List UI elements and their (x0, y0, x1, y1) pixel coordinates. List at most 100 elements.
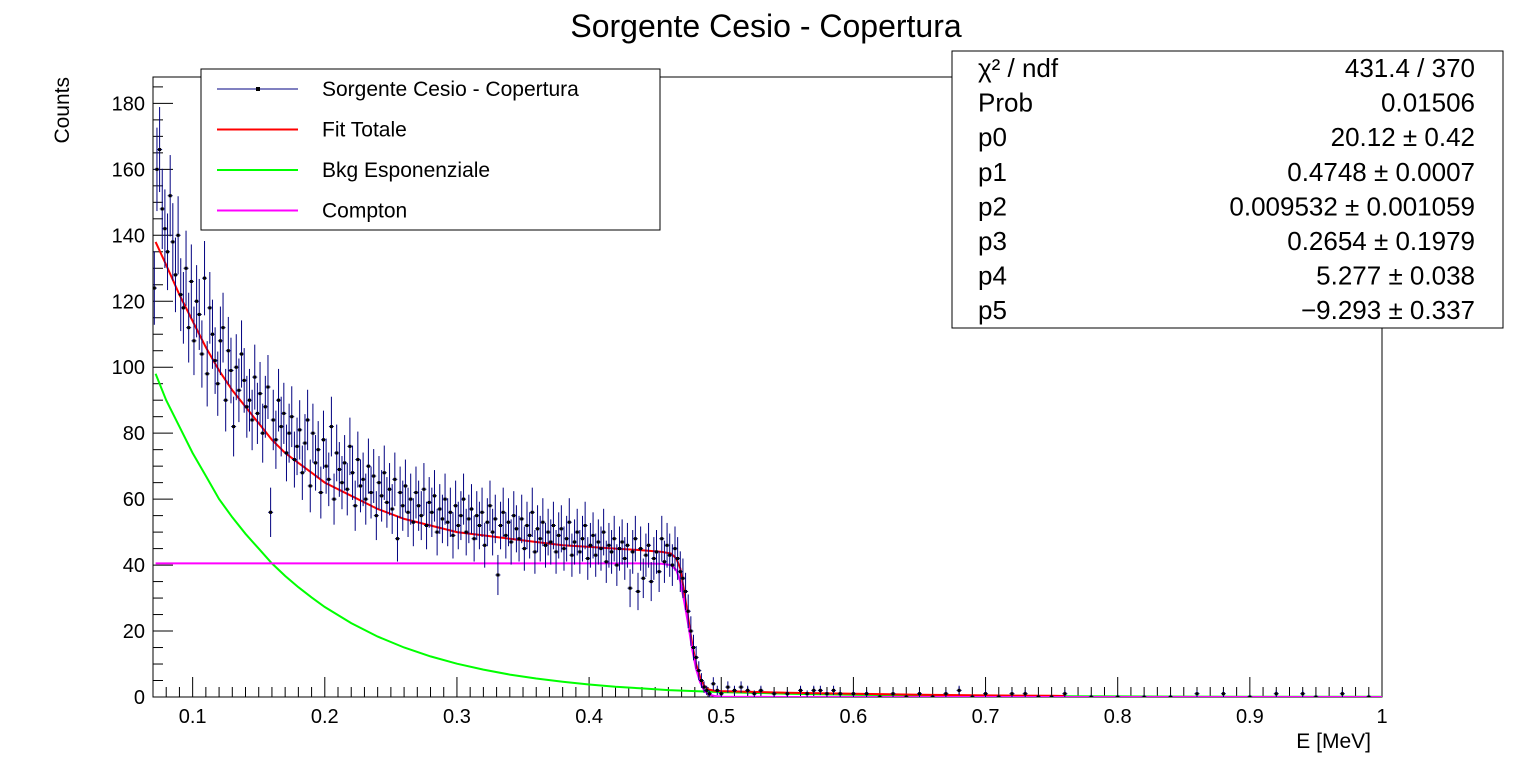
data-point (850, 690, 856, 697)
stats-row: p1 0.4748 ± 0.0007 (978, 157, 1475, 187)
data-point (426, 477, 432, 528)
x-axis: 0.1 0.2 0.3 0.4 0.5 0.6 0.7 0.8 0.9 1 (165, 677, 1388, 728)
data-point (439, 494, 445, 544)
data-point (1220, 690, 1226, 697)
data-point (877, 694, 883, 697)
data-point (474, 491, 480, 541)
data-point (524, 501, 530, 550)
data-point (500, 487, 506, 537)
data-point (154, 127, 160, 212)
data-point (283, 424, 289, 482)
data-point (484, 498, 490, 547)
data-point (561, 526, 567, 571)
data-point (381, 445, 387, 500)
stats-name: p5 (978, 295, 1007, 325)
data-point (323, 438, 329, 494)
data-point (180, 272, 186, 344)
data-point (215, 351, 221, 416)
data-point (331, 473, 337, 525)
data-point (278, 396, 284, 457)
data-point (225, 316, 231, 385)
data-point (239, 320, 245, 388)
data-point (1247, 694, 1253, 697)
x-tick-label: 0.9 (1236, 706, 1264, 728)
y-tick-label: 40 (123, 555, 145, 577)
data-point (659, 515, 665, 562)
stats-value: 431.4 / 370 (1345, 53, 1475, 83)
data-point (212, 327, 218, 394)
data-point (598, 526, 604, 571)
data-point (619, 519, 625, 565)
data-point (400, 480, 406, 531)
y-tick-label: 20 (123, 621, 145, 643)
stats-row: p0 20.12 ± 0.42 (978, 122, 1475, 152)
curve-bkg-esponenziale (154, 373, 1382, 697)
data-point (696, 661, 702, 680)
data-point (725, 681, 731, 693)
data-point (784, 690, 790, 697)
data-point (291, 431, 297, 488)
data-point (714, 685, 720, 696)
data-point (672, 526, 678, 571)
data-point (228, 337, 234, 404)
x-tick-label: 0.5 (707, 706, 735, 728)
data-point (352, 480, 358, 531)
data-point (437, 484, 443, 534)
data-point (606, 522, 612, 568)
data-point (632, 515, 638, 562)
data-point (479, 487, 485, 537)
data-point (270, 389, 276, 451)
data-point (656, 551, 662, 593)
data-point (824, 690, 830, 697)
data-point (199, 320, 205, 388)
data-point (429, 487, 435, 537)
data-point (167, 155, 173, 237)
data-point (450, 512, 456, 559)
data-point (236, 358, 242, 423)
data-point (572, 519, 578, 565)
data-point (254, 382, 260, 444)
data-point (202, 241, 208, 316)
x-tick-label: 0.6 (839, 706, 867, 728)
data-point (360, 452, 366, 507)
data-point (405, 487, 411, 537)
data-point (718, 690, 724, 697)
data-point (402, 459, 408, 513)
data-point (217, 306, 223, 376)
data-point (745, 685, 751, 696)
data-point (233, 334, 239, 401)
data-point (289, 386, 295, 448)
data-point (175, 196, 181, 275)
y-tick-label: 0 (134, 687, 145, 709)
data-point (817, 685, 823, 696)
data-point (257, 361, 263, 426)
data-point (384, 477, 390, 528)
data-point (294, 417, 300, 476)
data-point (738, 681, 744, 693)
data-point (685, 594, 691, 629)
data-point (379, 470, 385, 522)
legend-frame (200, 68, 661, 231)
data-point (371, 449, 377, 504)
data-point (698, 673, 704, 688)
data-point (529, 487, 535, 537)
data-point (585, 537, 591, 580)
data-point (302, 414, 308, 473)
y-axis-title: Counts (51, 77, 74, 144)
data-point (183, 230, 189, 306)
x-tick-label: 0.4 (575, 706, 603, 728)
data-point (646, 522, 652, 568)
data-point (471, 515, 477, 562)
curve-compton (155, 562, 1382, 697)
data-point (519, 494, 525, 544)
data-point (693, 646, 699, 669)
x-tick-label: 1 (1376, 706, 1387, 728)
stats-row: p5 −9.293 ± 0.337 (978, 295, 1475, 325)
data-point (1088, 694, 1094, 697)
data-point (157, 107, 163, 193)
data-point (455, 501, 461, 550)
data-point (188, 244, 194, 319)
data-point (758, 685, 764, 696)
data-point (556, 512, 562, 559)
x-tick-label: 0.2 (311, 706, 339, 728)
